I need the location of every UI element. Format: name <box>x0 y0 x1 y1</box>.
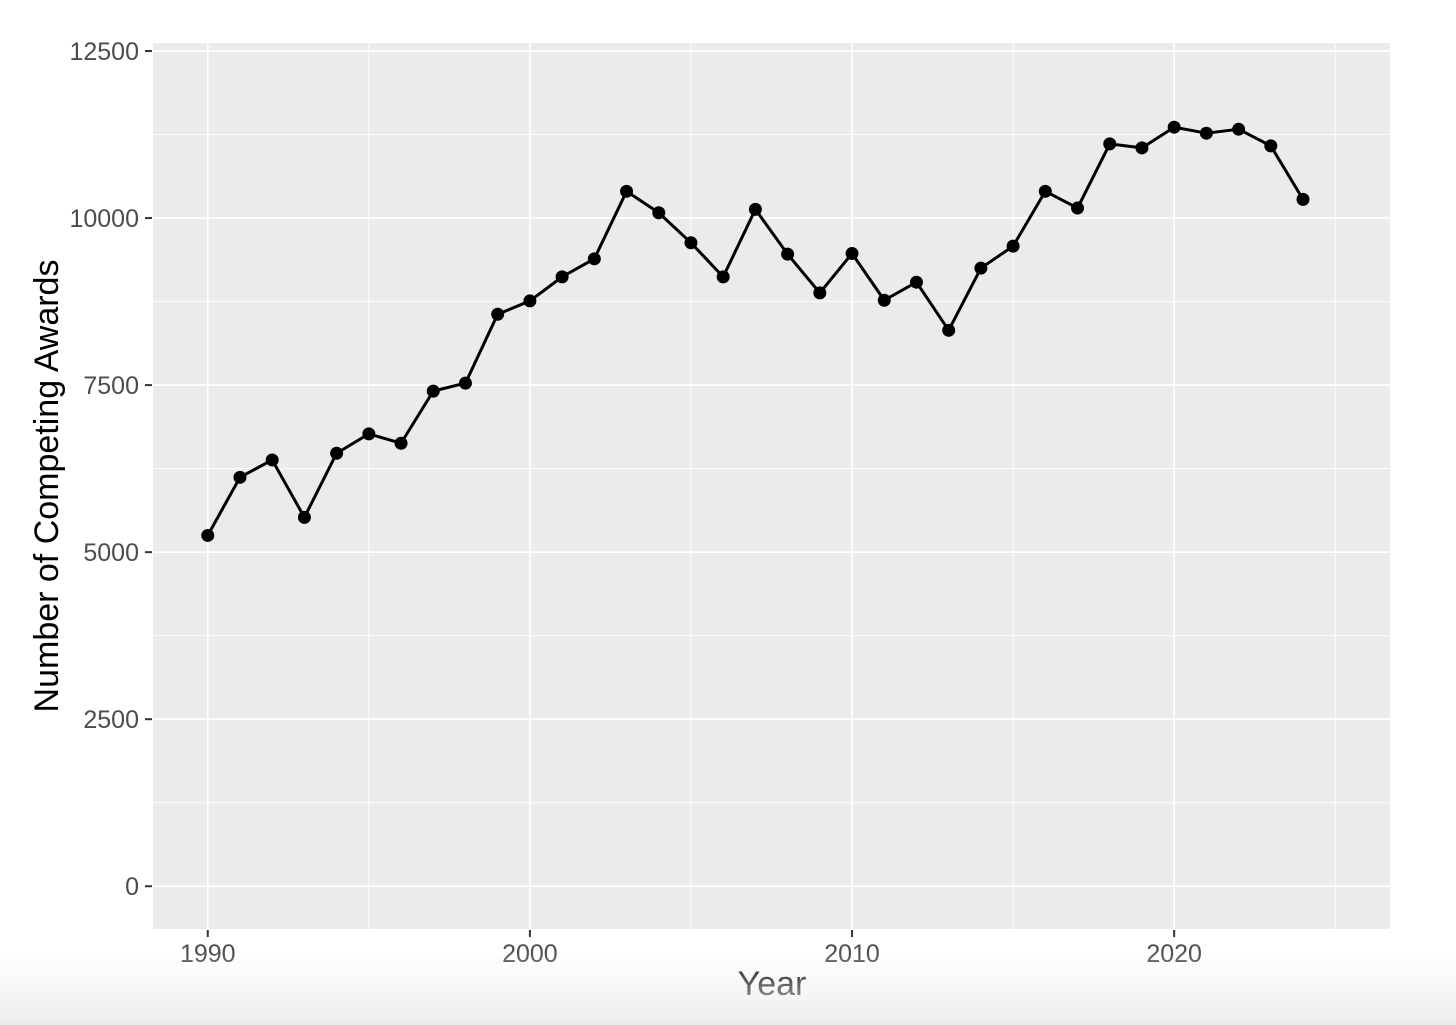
data-point <box>877 293 891 307</box>
data-point <box>458 376 472 390</box>
data-point <box>748 202 762 216</box>
data-point <box>974 261 988 275</box>
x-tick-label: 2010 <box>824 940 880 968</box>
data-point <box>362 427 376 441</box>
data-point <box>523 294 537 308</box>
y-tick-label: 12500 <box>69 38 139 66</box>
data-point <box>652 206 666 220</box>
data-point <box>1071 201 1085 215</box>
data-point <box>1103 137 1117 151</box>
data-point <box>845 246 859 260</box>
data-point <box>265 453 279 467</box>
y-tick-label: 10000 <box>69 205 139 233</box>
y-tick-label: 2500 <box>83 706 139 734</box>
data-point <box>394 436 408 450</box>
data-point <box>330 446 344 460</box>
data-point <box>233 470 247 484</box>
x-axis-title: Year <box>737 965 807 1003</box>
data-point <box>716 270 730 284</box>
data-point <box>813 286 827 300</box>
data-point <box>1006 239 1020 253</box>
data-point <box>1199 126 1213 140</box>
data-point <box>491 307 505 321</box>
data-point <box>1296 192 1310 206</box>
data-point <box>1038 184 1052 198</box>
data-point <box>201 528 215 542</box>
y-tick-label: 7500 <box>83 372 139 400</box>
x-tick-label: 1990 <box>180 940 236 968</box>
x-tick-label: 2020 <box>1146 940 1202 968</box>
plot-panel <box>153 43 1390 929</box>
data-point <box>1232 122 1246 136</box>
data-point <box>684 236 698 250</box>
data-point <box>1135 141 1149 155</box>
data-point <box>587 252 601 266</box>
data-point <box>1167 120 1181 134</box>
data-point <box>297 510 311 524</box>
data-point <box>555 270 569 284</box>
data-point <box>1264 139 1278 153</box>
data-point <box>909 275 923 289</box>
data-point <box>942 323 956 337</box>
y-axis-title: Number of Competing Awards <box>28 259 66 713</box>
data-point <box>426 384 440 398</box>
data-point <box>781 247 795 261</box>
y-tick-label: 0 <box>125 873 139 901</box>
data-point <box>620 184 634 198</box>
y-tick-label: 5000 <box>83 539 139 567</box>
x-tick-label: 2000 <box>502 940 558 968</box>
